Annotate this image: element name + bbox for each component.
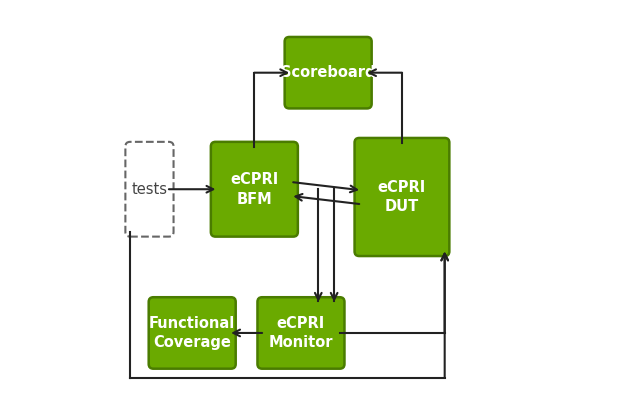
Text: eCPRI
BFM: eCPRI BFM: [230, 172, 279, 206]
Text: eCPRI
DUT: eCPRI DUT: [378, 180, 426, 214]
FancyBboxPatch shape: [258, 297, 344, 369]
FancyBboxPatch shape: [285, 37, 372, 108]
FancyBboxPatch shape: [354, 138, 449, 256]
FancyBboxPatch shape: [149, 297, 235, 369]
Text: Functional
Coverage: Functional Coverage: [149, 316, 235, 350]
Text: eCPRI
Monitor: eCPRI Monitor: [269, 316, 333, 350]
Text: Scoreboard: Scoreboard: [281, 65, 375, 80]
Text: tests: tests: [132, 182, 168, 197]
FancyBboxPatch shape: [211, 142, 298, 237]
